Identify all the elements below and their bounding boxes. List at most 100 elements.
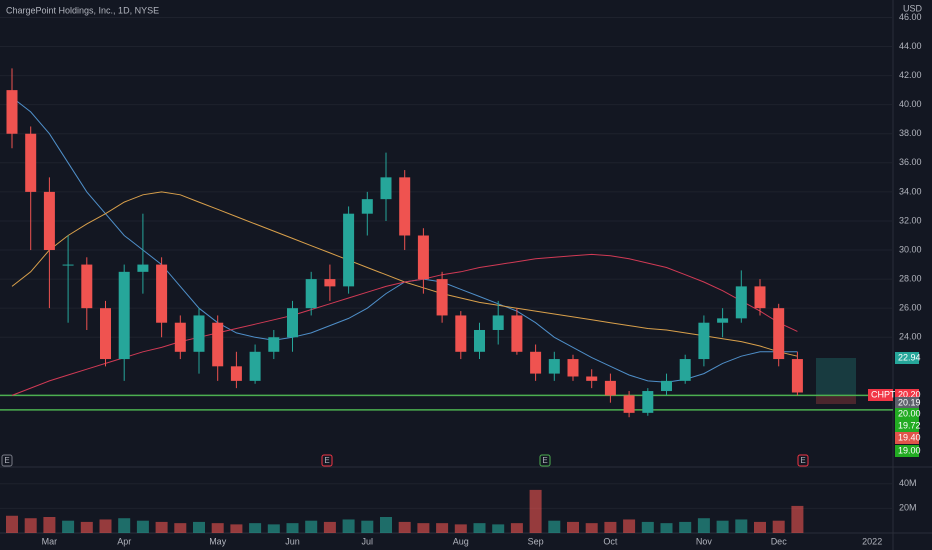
volume-tick-label: 40M bbox=[899, 478, 917, 488]
event-label: E bbox=[4, 456, 9, 465]
candle-body bbox=[474, 329, 485, 352]
candle-body bbox=[62, 264, 74, 266]
y-tick-label: 40.00 bbox=[899, 99, 922, 109]
volume-bar bbox=[398, 521, 411, 533]
price-label-box bbox=[895, 432, 919, 444]
loss-zone bbox=[816, 395, 856, 404]
event-marker bbox=[1, 454, 13, 467]
candle-body bbox=[717, 318, 729, 323]
volume-bar bbox=[454, 524, 467, 533]
price-label: 22.94 bbox=[898, 352, 921, 362]
candle-body bbox=[735, 286, 747, 319]
candle-body bbox=[791, 359, 803, 393]
volume-bar bbox=[80, 521, 93, 533]
x-tick-label: Aug bbox=[453, 536, 469, 546]
y-tick-label: 36.00 bbox=[899, 157, 922, 167]
volume-bar bbox=[492, 524, 505, 533]
candle-body bbox=[43, 191, 55, 251]
candle-body bbox=[604, 380, 616, 396]
y-tick-label: 34.00 bbox=[899, 186, 922, 196]
y-tick-label: 32.00 bbox=[899, 215, 922, 225]
candle-body bbox=[399, 177, 411, 236]
volume-bar bbox=[380, 516, 392, 533]
candle-body bbox=[343, 213, 355, 287]
y-tick-label: 44.00 bbox=[899, 41, 922, 51]
candle-body bbox=[586, 376, 598, 381]
candle-body bbox=[623, 395, 635, 413]
volume-bar bbox=[436, 523, 449, 533]
volume-bar bbox=[136, 520, 149, 533]
candle-body bbox=[661, 380, 672, 392]
event-marker bbox=[539, 454, 551, 467]
volume-bar bbox=[641, 521, 654, 533]
volume-bar bbox=[342, 519, 355, 533]
price-label-box bbox=[895, 445, 919, 457]
event-marker bbox=[321, 454, 333, 467]
candle-body bbox=[118, 271, 130, 360]
volume-bar bbox=[286, 523, 299, 533]
volume-bar bbox=[735, 519, 748, 533]
price-label: 20.20 bbox=[898, 389, 921, 399]
candle-body bbox=[417, 235, 429, 280]
price-label-box bbox=[895, 352, 919, 364]
candle-body bbox=[100, 308, 111, 360]
volume-bar bbox=[679, 521, 692, 533]
volume-bar bbox=[99, 519, 112, 533]
volume-bar bbox=[323, 521, 336, 533]
volume-bar bbox=[43, 516, 56, 533]
candle-body bbox=[249, 351, 261, 381]
price-label-box bbox=[895, 408, 919, 420]
volume-bar bbox=[155, 521, 168, 533]
candle-body bbox=[679, 359, 691, 381]
volume-bar bbox=[211, 523, 224, 533]
candle-body bbox=[156, 264, 168, 323]
candle-body bbox=[212, 322, 224, 367]
volume-bar bbox=[660, 523, 673, 533]
price-label-box bbox=[895, 397, 919, 409]
volume-bar bbox=[62, 520, 75, 533]
price-label: 20.19 bbox=[898, 397, 921, 407]
candle-body bbox=[698, 322, 710, 360]
candle-body bbox=[773, 308, 785, 360]
chart-title: ChargePoint Holdings, Inc., 1D, NYSE bbox=[6, 5, 159, 15]
price-label-box bbox=[868, 389, 893, 401]
volume-bar bbox=[754, 521, 766, 533]
price-label: 19.40 bbox=[898, 432, 921, 442]
price-label: 19.00 bbox=[898, 445, 921, 455]
y-tick-label: 24.00 bbox=[899, 332, 922, 342]
volume-bar bbox=[230, 524, 243, 533]
candle-body bbox=[492, 315, 504, 330]
y-tick-label: 38.00 bbox=[899, 128, 922, 138]
candle-body bbox=[455, 315, 467, 352]
volume-bar bbox=[473, 523, 486, 533]
x-tick-label: Dec bbox=[771, 536, 788, 546]
volume-bar bbox=[24, 518, 37, 533]
x-tick-label: 2022 bbox=[862, 536, 882, 546]
price-label: CHPT bbox=[871, 389, 896, 399]
volume-bar bbox=[548, 520, 561, 533]
event-label: E bbox=[800, 456, 805, 465]
candle-body bbox=[324, 279, 336, 287]
candle-body bbox=[287, 308, 298, 338]
volume-bar bbox=[305, 520, 318, 533]
event-label: E bbox=[324, 456, 329, 465]
y-tick-label: 46.00 bbox=[899, 12, 922, 22]
price-label: 20.00 bbox=[898, 408, 921, 418]
x-tick-label: Oct bbox=[603, 536, 618, 546]
x-tick-label: Mar bbox=[42, 536, 58, 546]
volume-bar bbox=[791, 505, 804, 533]
volume-bar bbox=[585, 523, 598, 533]
volume-bar bbox=[193, 521, 205, 533]
volume-bar bbox=[697, 518, 710, 533]
y-tick-label: 28.00 bbox=[899, 273, 922, 283]
position-tool bbox=[816, 358, 856, 404]
volume-bar bbox=[772, 520, 785, 533]
candle-body bbox=[380, 177, 392, 200]
candle-body bbox=[25, 133, 37, 192]
price-label-box bbox=[895, 420, 919, 432]
volume-bar bbox=[249, 523, 262, 533]
candle-body bbox=[81, 264, 93, 309]
x-tick-label: Sep bbox=[528, 536, 544, 546]
